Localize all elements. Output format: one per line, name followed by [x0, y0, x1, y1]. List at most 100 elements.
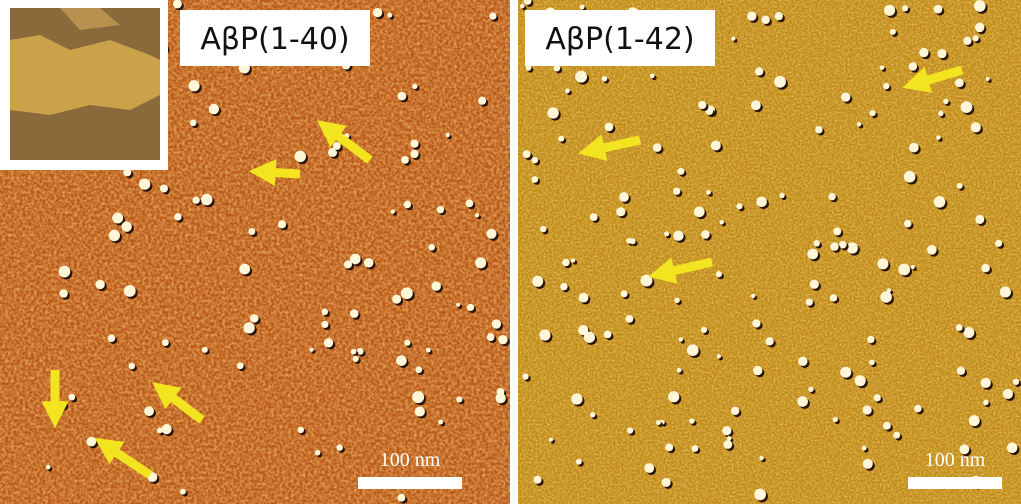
particle — [698, 101, 706, 109]
particle — [404, 340, 410, 346]
particle — [650, 73, 655, 78]
particle — [124, 285, 136, 297]
particle — [717, 354, 721, 358]
particle — [398, 92, 407, 101]
particle — [621, 290, 628, 297]
particle — [58, 266, 70, 278]
particle — [883, 422, 891, 430]
particle — [840, 367, 851, 378]
particle — [753, 366, 762, 375]
particle — [874, 394, 881, 401]
particle — [752, 319, 760, 327]
particle — [828, 193, 835, 200]
particle — [456, 303, 460, 307]
particle — [815, 126, 823, 134]
particle — [995, 240, 1002, 247]
particle — [806, 298, 813, 305]
particle — [673, 230, 683, 240]
particle — [909, 143, 919, 153]
particle — [575, 71, 587, 83]
page: AβP(1-40) AβP(1-42) 100 nm 100 nm (() =>… — [0, 0, 1021, 504]
particle — [927, 245, 937, 255]
particle — [584, 332, 595, 343]
particle — [833, 417, 838, 422]
label-box: AβP(1-42) — [525, 10, 715, 66]
particle — [495, 393, 505, 403]
particle — [964, 327, 975, 338]
particle — [562, 259, 570, 267]
particle — [486, 229, 496, 239]
particle — [209, 104, 219, 114]
particle — [466, 199, 474, 207]
particle — [936, 135, 941, 140]
particle — [336, 444, 342, 450]
particle — [755, 67, 763, 75]
particle — [855, 375, 866, 386]
particle — [580, 5, 585, 10]
particle — [983, 400, 989, 406]
particle — [350, 309, 359, 318]
particle — [392, 295, 401, 304]
particle — [202, 347, 208, 353]
particle — [689, 418, 694, 423]
particle — [310, 348, 314, 352]
particle — [664, 231, 669, 236]
particle — [604, 330, 612, 338]
particle — [701, 230, 710, 239]
particle — [798, 357, 807, 366]
particle — [619, 192, 629, 202]
particle — [315, 450, 320, 455]
particle — [898, 264, 910, 276]
particle — [751, 294, 755, 298]
particle — [904, 171, 916, 183]
particle — [487, 333, 495, 341]
label-box: AβP(1-40) — [180, 10, 370, 66]
particle — [775, 12, 783, 20]
particle — [522, 373, 528, 379]
particle — [410, 140, 418, 148]
particle — [531, 176, 538, 183]
particle — [687, 344, 699, 356]
particle — [412, 84, 417, 89]
particle — [934, 5, 943, 14]
particle — [807, 249, 818, 260]
scale-bar-line — [358, 477, 462, 489]
particle — [278, 220, 286, 228]
particle — [46, 465, 51, 470]
particle — [890, 29, 896, 35]
particle — [701, 327, 707, 333]
particle — [857, 122, 862, 127]
particle — [438, 420, 443, 425]
particle — [694, 207, 705, 218]
particle — [401, 287, 413, 299]
particle — [869, 110, 875, 116]
particle — [321, 308, 328, 315]
particle — [532, 276, 543, 287]
particle — [364, 258, 374, 268]
particle — [971, 122, 981, 132]
particle — [579, 293, 589, 303]
particle — [162, 339, 169, 346]
particle — [565, 88, 570, 93]
particle — [520, 4, 525, 9]
particle — [397, 494, 405, 502]
particle — [344, 260, 352, 268]
particle — [884, 5, 895, 16]
particle — [87, 437, 97, 447]
particle — [756, 197, 767, 208]
particle — [478, 97, 486, 105]
particle — [720, 220, 724, 224]
particle — [539, 329, 550, 340]
particle — [830, 294, 837, 301]
particle — [863, 459, 873, 469]
particle — [144, 406, 154, 416]
particle — [437, 206, 444, 213]
particle — [192, 197, 199, 204]
particle — [616, 207, 625, 216]
particle — [625, 315, 633, 323]
particle — [641, 275, 653, 287]
particle — [779, 193, 784, 198]
particle — [112, 213, 123, 224]
particle — [937, 49, 946, 58]
particle — [969, 415, 980, 426]
